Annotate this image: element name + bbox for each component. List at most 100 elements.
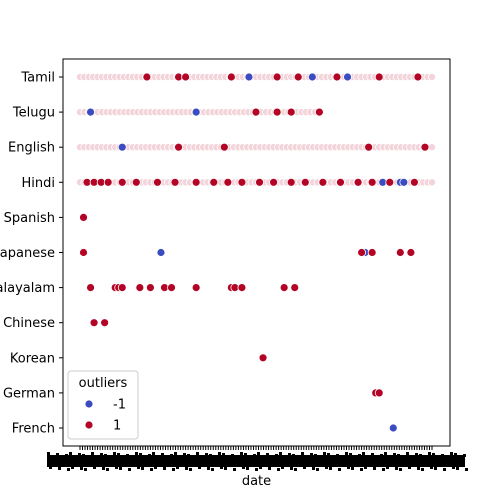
- x-tick-label-fragment: [224, 467, 227, 470]
- x-tick-label-fragment: [443, 468, 446, 471]
- data-point: [255, 177, 264, 187]
- data-point: [145, 283, 155, 293]
- x-tick-label-fragment: [347, 466, 350, 469]
- data-point: [86, 107, 95, 117]
- data-point: [413, 72, 423, 82]
- dense-point: [427, 73, 436, 82]
- x-tick-label-fragment: [266, 453, 269, 456]
- x-tick-label-fragment: [69, 452, 72, 455]
- x-tick-label-fragment: [277, 468, 280, 471]
- x-tick-label-fragment: [198, 466, 201, 469]
- data-point: [343, 72, 352, 82]
- x-axis-title: date: [242, 474, 271, 489]
- data-point: [170, 177, 180, 187]
- x-tick-label-fragment: [100, 453, 103, 456]
- x-tick-label-fragment: [380, 454, 383, 457]
- legend: outliers -1 1: [67, 370, 139, 440]
- plot-frame: [62, 58, 451, 447]
- data-point: [223, 177, 233, 187]
- x-tick-label-fragment: [325, 466, 328, 469]
- x-tick-label-fragment: [310, 453, 313, 456]
- x-tick-label-fragment: [141, 467, 144, 470]
- x-tick-label-mass: [47, 455, 465, 467]
- data-point: [100, 318, 110, 328]
- data-point: [395, 248, 405, 257]
- x-tick-label-fragment: [150, 468, 153, 471]
- x-tick-label-fragment: [454, 453, 457, 456]
- x-tick-label-fragment: [386, 466, 389, 469]
- data-point: [406, 248, 416, 257]
- data-point: [167, 283, 176, 293]
- legend-title: outliers: [79, 376, 128, 391]
- x-tick-label-fragment: [174, 452, 177, 455]
- x-tick-label-fragment: [58, 467, 61, 470]
- dense-point: [427, 178, 436, 187]
- data-point: [332, 72, 342, 82]
- data-point: [209, 177, 219, 187]
- x-tick-label-fragment: [395, 467, 398, 470]
- x-tick-label-fragment: [399, 468, 402, 471]
- x-tick-label-fragment: [430, 466, 433, 469]
- x-tick-label-fragment: [312, 467, 315, 470]
- x-tick-label-fragment: [314, 454, 317, 457]
- x-tick-label-fragment: [275, 454, 278, 457]
- data-point: [174, 142, 183, 152]
- y-tick-label: Hindi: [22, 176, 56, 191]
- y-tick-label: Korean: [10, 351, 55, 366]
- y-tick-label: Spanish: [4, 211, 55, 226]
- data-point: [79, 212, 88, 222]
- x-tick-label-fragment: [292, 454, 295, 457]
- data-point: [307, 72, 317, 82]
- y-axis-ticks: [59, 76, 63, 429]
- y-axis-tick-labels: Tamil Telugu English Hindi Spanish Japanese Ma…: [0, 71, 55, 437]
- data-point: [286, 107, 296, 117]
- x-tick-label-fragment: [301, 452, 304, 455]
- x-tick-label-fragment: [220, 466, 223, 469]
- x-tick-label-fragment: [255, 468, 258, 471]
- x-tick-label-fragment: [294, 468, 297, 471]
- x-tick-label-fragment: [303, 466, 306, 469]
- data-point: [385, 177, 395, 187]
- x-tick-label-fragment: [170, 454, 173, 457]
- x-tick-label-fragment: [397, 454, 400, 457]
- x-tick-label-fragment: [189, 468, 192, 471]
- legend-box: [67, 370, 139, 440]
- x-tick-label-fragment: [371, 453, 374, 456]
- x-tick-label-fragment: [211, 468, 214, 471]
- x-tick-label-fragment: [71, 466, 74, 469]
- x-tick-label-fragment: [279, 452, 282, 455]
- x-tick-label-fragment: [336, 454, 339, 457]
- x-axis-tick-label-band: [47, 452, 468, 471]
- x-tick-label-fragment: [259, 466, 262, 469]
- x-tick-label-fragment: [78, 453, 81, 456]
- x-tick-label-fragment: [183, 453, 186, 456]
- data-point: [117, 283, 127, 293]
- x-tick-label-fragment: [209, 454, 212, 457]
- data-point: [237, 283, 247, 293]
- x-tick-label-fragment: [253, 454, 256, 457]
- x-tick-label-fragment: [452, 466, 455, 469]
- x-tick-label-fragment: [450, 452, 453, 455]
- x-tick-label-fragment: [428, 452, 431, 455]
- data-point: [117, 177, 127, 187]
- x-tick-label-fragment: [338, 468, 341, 471]
- x-tick-label-fragment: [47, 452, 50, 455]
- x-tick-label-fragment: [364, 466, 367, 469]
- x-tick-label-fragment: [49, 466, 52, 469]
- data-point: [318, 177, 328, 187]
- data-point: [258, 353, 268, 363]
- x-tick-label-fragment: [172, 468, 175, 471]
- x-tick-label-fragment: [244, 453, 247, 456]
- x-tick-label-fragment: [345, 452, 348, 455]
- data-point: [293, 72, 303, 82]
- x-tick-label-fragment: [281, 466, 284, 469]
- x-tick-label-fragment: [393, 453, 396, 456]
- x-tick-label-fragment: [240, 452, 243, 455]
- data-point: [367, 248, 377, 257]
- x-tick-label-fragment: [139, 453, 142, 456]
- x-axis-ticks: [79, 446, 433, 450]
- data-point: [219, 142, 229, 152]
- data-point: [357, 248, 367, 257]
- x-tick-label-fragment: [242, 466, 245, 469]
- x-tick-label-fragment: [329, 467, 332, 470]
